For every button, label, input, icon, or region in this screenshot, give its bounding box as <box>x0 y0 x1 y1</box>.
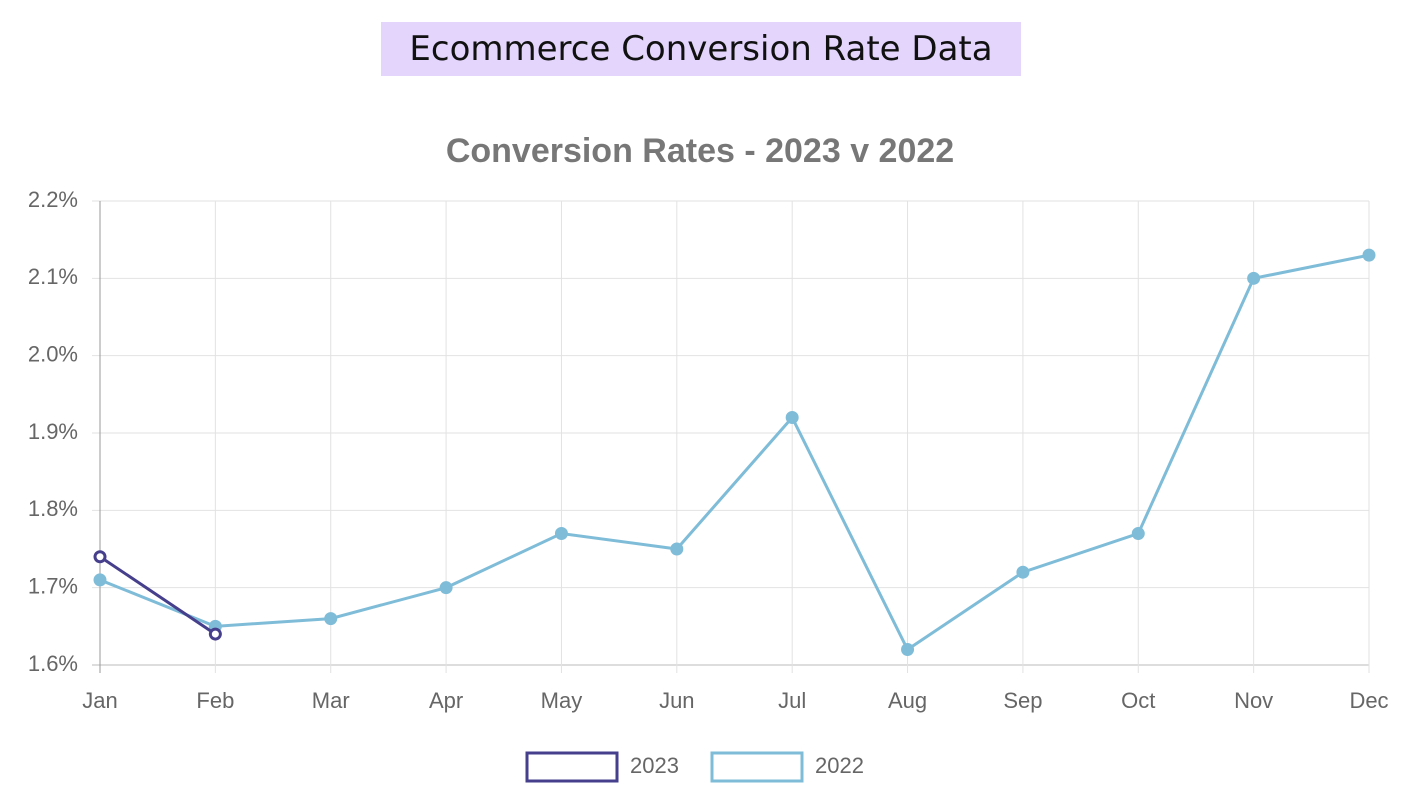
legend-label: 2023 <box>630 753 679 778</box>
x-tick-label: Apr <box>429 688 463 713</box>
x-tick-label: Sep <box>1003 688 1042 713</box>
data-point <box>901 643 915 657</box>
y-tick-label: 1.8% <box>28 496 78 521</box>
legend-label: 2022 <box>815 753 864 778</box>
page-title: Ecommerce Conversion Rate Data <box>381 22 1021 76</box>
data-point <box>785 411 799 425</box>
x-tick-label: Jan <box>82 688 117 713</box>
data-point <box>670 542 684 556</box>
legend-swatch <box>525 751 619 783</box>
data-point <box>1016 565 1030 579</box>
legend-swatch <box>710 751 804 783</box>
x-tick-label: Oct <box>1121 688 1155 713</box>
y-tick-label: 1.6% <box>28 651 78 676</box>
y-tick-label: 2.1% <box>28 264 78 289</box>
x-tick-label: May <box>541 688 583 713</box>
data-point <box>1131 527 1145 541</box>
data-point <box>324 612 338 626</box>
data-point <box>439 581 453 595</box>
x-tick-label: Jul <box>778 688 806 713</box>
series-line <box>99 253 1370 652</box>
x-tick-label: Mar <box>312 688 350 713</box>
data-point <box>93 573 107 587</box>
x-tick-label: Aug <box>888 688 927 713</box>
y-tick-label: 1.9% <box>28 419 78 444</box>
series-line <box>99 555 217 636</box>
data-point <box>208 627 222 641</box>
data-point <box>554 527 568 541</box>
x-tick-label: Feb <box>196 688 234 713</box>
y-tick-label: 2.0% <box>28 341 78 366</box>
data-point <box>1362 248 1376 262</box>
x-tick-label: Jun <box>659 688 694 713</box>
y-tick-label: 2.2% <box>28 187 78 212</box>
chart-title: Conversion Rates - 2023 v 2022 <box>446 132 954 170</box>
data-point <box>1247 271 1261 285</box>
x-tick-label: Nov <box>1234 688 1273 713</box>
data-point <box>93 550 107 564</box>
x-tick-label: Dec <box>1349 688 1388 713</box>
y-tick-label: 1.7% <box>28 573 78 598</box>
